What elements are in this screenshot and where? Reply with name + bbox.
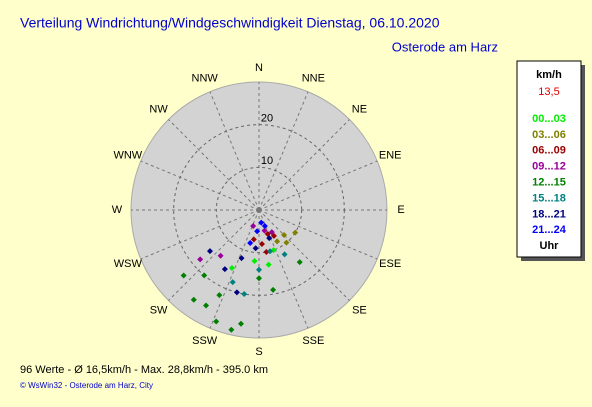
point <box>228 265 235 272</box>
direction-label: NNW <box>192 73 219 85</box>
point <box>247 239 254 246</box>
point <box>266 235 273 242</box>
direction-label: ENE <box>379 150 402 162</box>
direction-label: WNW <box>113 150 142 162</box>
point <box>190 296 197 303</box>
point <box>261 223 268 230</box>
legend-entry: 18...21 <box>532 208 566 220</box>
ring <box>215 166 303 254</box>
legend-entry: 00...03 <box>532 113 566 125</box>
point <box>180 272 187 279</box>
point <box>283 239 290 246</box>
legend-entry: 12...15 <box>532 177 566 189</box>
point <box>228 326 235 333</box>
point <box>281 232 288 239</box>
point <box>241 291 248 298</box>
point <box>217 252 224 259</box>
point <box>206 248 213 255</box>
direction-label: ESE <box>379 258 401 270</box>
direction-label: NE <box>352 103 367 115</box>
point <box>258 219 265 226</box>
point <box>256 266 262 273</box>
legend-entry: 03...06 <box>532 129 566 141</box>
point <box>201 272 208 279</box>
r-tick-label: 10 <box>261 155 273 167</box>
direction-label: NNE <box>302 73 325 85</box>
footer: 96 Werte - Ø 16,5km/h - Max. 28,8km/h - … <box>20 364 268 376</box>
point <box>237 320 244 327</box>
point <box>197 256 204 263</box>
direction-label: SW <box>150 304 168 316</box>
point <box>270 286 277 293</box>
point <box>296 259 303 266</box>
legend-box <box>516 60 582 258</box>
point <box>292 229 299 236</box>
direction-label: NW <box>149 103 168 115</box>
point <box>238 255 245 262</box>
point <box>281 251 288 258</box>
point <box>221 266 228 273</box>
legend-footer: Uhr <box>540 240 560 252</box>
legend-entry: 15...18 <box>532 192 566 204</box>
point <box>233 289 240 296</box>
point <box>251 258 258 265</box>
legend-entry: 21...24 <box>532 224 567 236</box>
point <box>203 302 210 309</box>
point <box>274 238 281 245</box>
direction-label: SSW <box>192 335 218 347</box>
point <box>256 275 262 282</box>
point <box>229 279 236 286</box>
legend-title: km/h <box>536 69 562 81</box>
chart-title: Verteilung Windrichtung/Windgeschwindigk… <box>20 15 440 31</box>
ring <box>173 124 345 296</box>
point <box>265 261 272 268</box>
point <box>216 292 223 299</box>
direction-label: SSE <box>302 335 324 347</box>
direction-label: SE <box>352 304 367 316</box>
credit: © WsWin32 - Osterode am Harz, City <box>20 381 153 390</box>
chart-subtitle: Osterode am Harz <box>392 39 498 54</box>
point <box>252 245 259 252</box>
point <box>250 236 257 243</box>
r-tick-label: 20 <box>261 113 273 125</box>
direction-label: WSW <box>114 258 143 270</box>
point <box>261 227 268 234</box>
point <box>268 229 275 236</box>
direction-label: W <box>112 204 123 216</box>
point <box>250 223 257 230</box>
point <box>267 248 274 255</box>
direction-label: E <box>397 204 404 216</box>
legend-entry: 06...09 <box>532 145 566 157</box>
legend-entry: 09...12 <box>532 161 566 173</box>
legend-value: 13,5 <box>538 86 559 98</box>
point <box>258 241 265 248</box>
direction-label: S <box>255 346 262 358</box>
point <box>213 318 220 325</box>
direction-label: N <box>255 62 263 74</box>
point <box>254 228 261 235</box>
